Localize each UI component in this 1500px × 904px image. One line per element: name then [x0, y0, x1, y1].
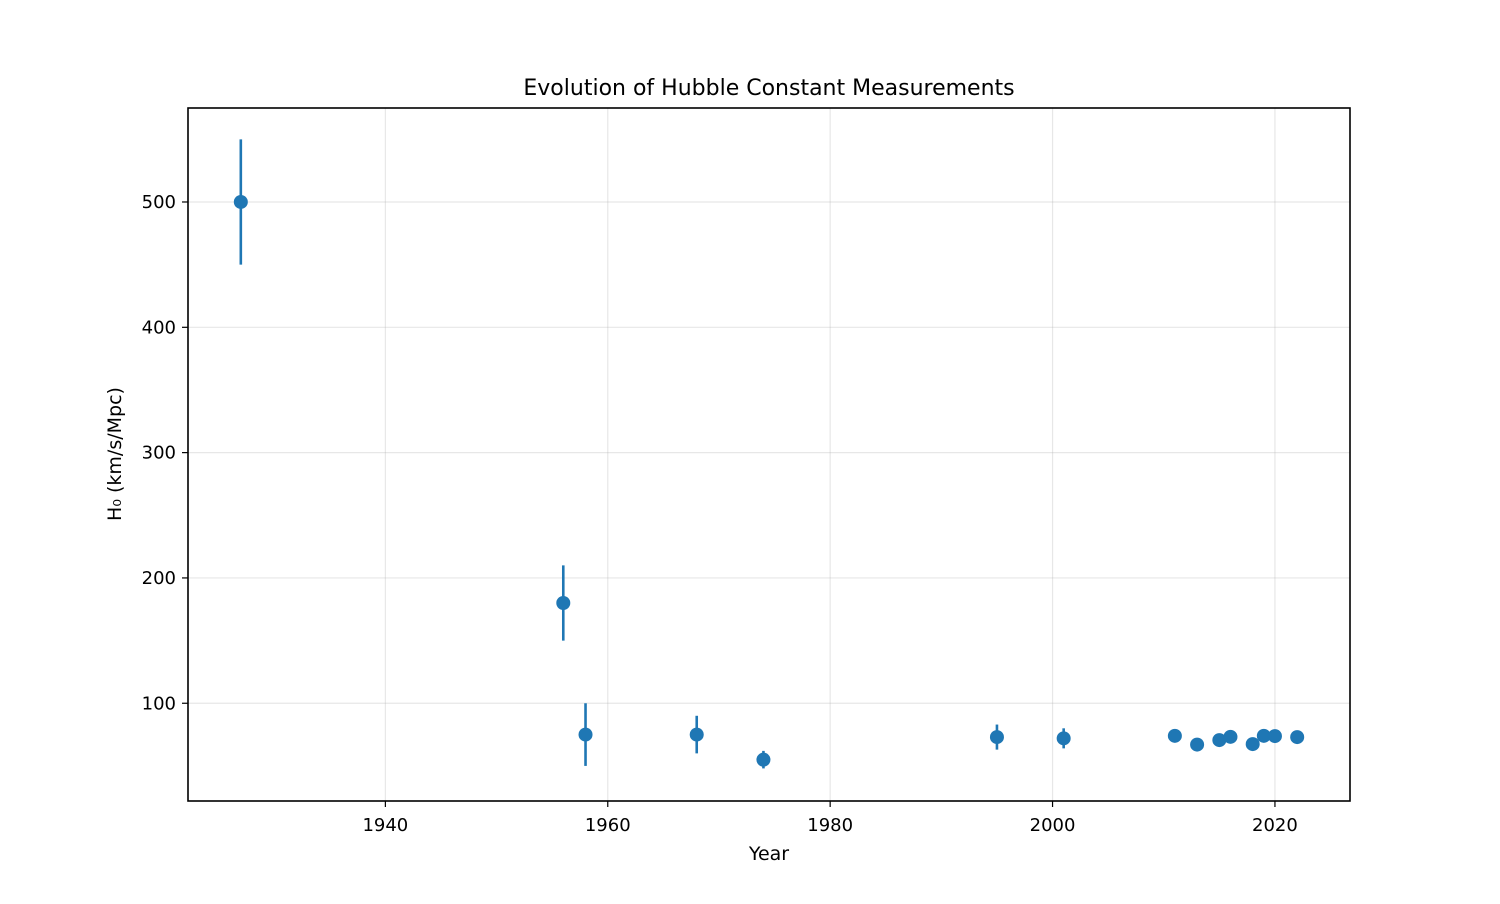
data-point	[578, 727, 593, 742]
y-axis-label: H₀ (km/s/Mpc)	[104, 387, 126, 521]
y-tick-label: 200	[142, 568, 176, 589]
data-point	[556, 596, 571, 610]
x-tick-label: 1980	[807, 815, 853, 836]
grid-layer	[188, 108, 1350, 801]
data-point	[1245, 737, 1260, 752]
data-point	[756, 752, 771, 767]
x-axis-label: Year	[748, 843, 789, 865]
tick-layer: 1940 1960 1980 2000 2020 100 200 300 400 500	[142, 192, 1298, 836]
plot-frame	[187, 107, 1351, 802]
data-point	[1167, 728, 1182, 743]
data-point	[689, 727, 704, 742]
data-point	[1267, 729, 1282, 744]
x-tick-label: 1960	[585, 815, 631, 836]
x-tick-label: 2000	[1030, 815, 1076, 836]
data-point	[1290, 730, 1305, 745]
y-tick-label: 300	[142, 443, 176, 464]
x-tick-label: 1940	[362, 815, 408, 836]
data-point	[233, 194, 248, 209]
data-point	[1190, 737, 1205, 752]
data-point	[1212, 733, 1227, 748]
data-layer	[233, 139, 1305, 769]
y-tick-label: 400	[142, 317, 176, 338]
data-point	[1056, 731, 1071, 746]
chart-title: Evolution of Hubble Constant Measurement…	[523, 76, 1014, 101]
x-tick-label: 2020	[1252, 815, 1298, 836]
y-tick-label: 100	[142, 693, 176, 714]
data-point	[989, 730, 1004, 745]
data-point	[1223, 729, 1238, 744]
data-point	[1256, 728, 1271, 743]
y-tick-label: 500	[142, 192, 176, 213]
